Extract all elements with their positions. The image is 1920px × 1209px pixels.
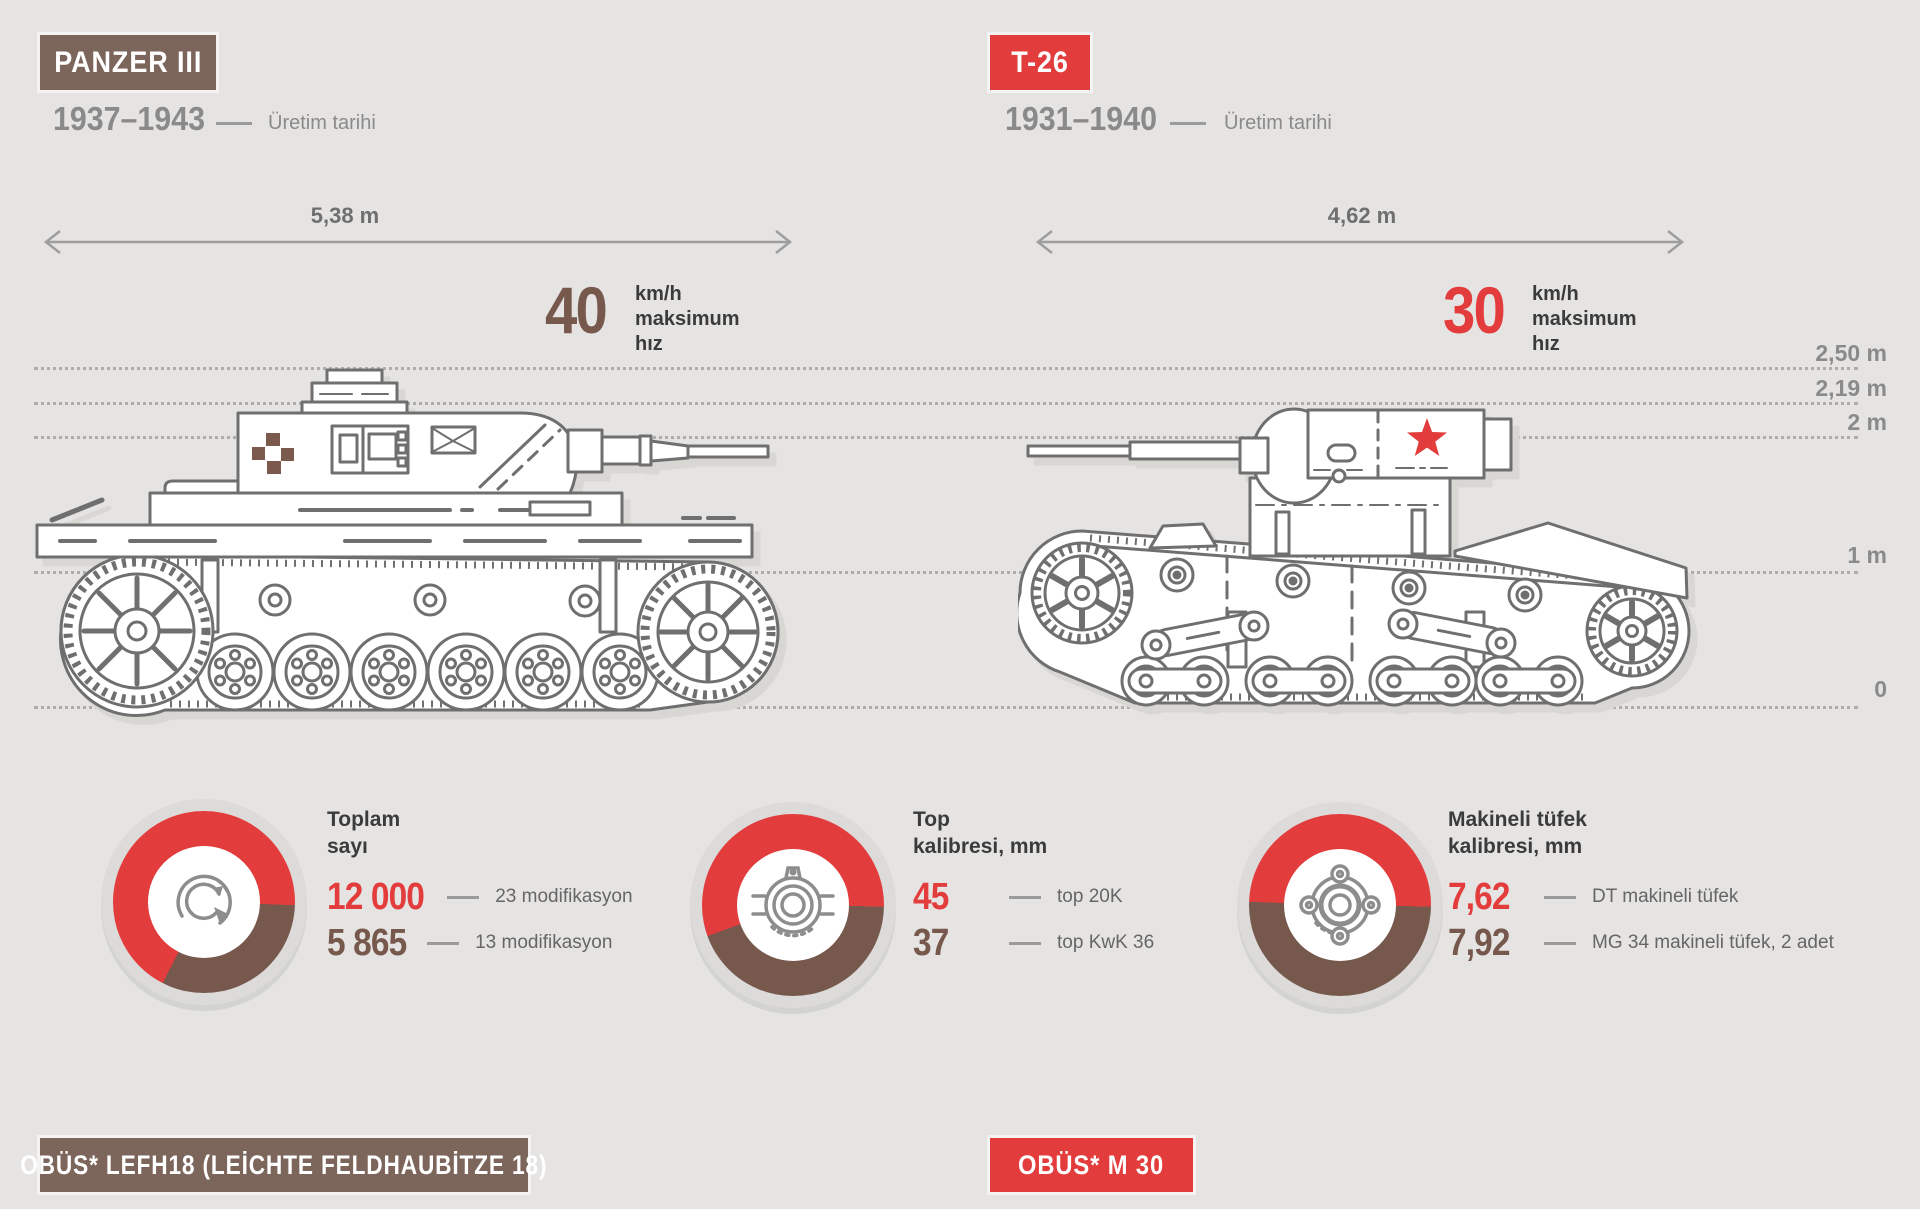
panzer-length-arrow [43,230,793,254]
bogie-beams [1127,667,1577,695]
stat-dash [1544,941,1576,945]
t26-speed-value: 30 [1443,273,1506,347]
stat-row: 5 865 13 modifikasyon [327,920,797,966]
idler-wheel [636,560,780,704]
t26-speed-caption: km/h maksimum hız [1532,283,1637,355]
panzer-speed-caption: km/h maksimum hız [635,283,740,355]
stat-dash [447,895,480,899]
stat-title-line2: kalibresi, mm [913,835,1048,858]
height-label-2m: 2 m [1847,409,1887,435]
t26-speed-unit: km/h [1532,283,1579,305]
gun-breech-icon [751,866,835,938]
stat-title-line1: Top [913,808,950,831]
height-line-0 [34,706,1858,709]
stat-desc: top 20K [1057,886,1123,907]
stat-dash [427,941,460,945]
stat-row: 45 top 20K [913,874,1383,920]
stat-row: 7,62 DT makineli tüfek [1448,874,1918,920]
stat-value-brown: 5 865 [327,921,407,964]
stat-desc: MG 34 makineli tüfek, 2 adet [1592,932,1834,953]
hull-ports [1159,557,1543,613]
t26-length-arrow [1035,230,1685,254]
stat-value-red: 45 [913,875,949,918]
howitzer-left-title-box: OBÜS* LEFH18 (LEİCHTE FELDHAUBİTZE 18) [20,1135,547,1195]
stat-title-line1: Makineli tüfek [1448,808,1587,831]
stat-value-red: 7,62 [1448,875,1510,918]
stat-block-total: Toplam sayı 12 000 23 modifikasyon 5 865… [327,806,797,966]
height-label-1m: 1 m [1847,542,1887,568]
mg-mount-icon [1299,864,1381,946]
panzer-date-label: Üretim tarihi [268,112,376,134]
panzer-speed-value: 40 [545,273,608,347]
t26-title: T-26 [1011,45,1069,79]
t26-idler-wheel [1585,584,1679,678]
stat-title-line2: kalibresi, mm [1448,835,1583,858]
panzer-title: PANZER III [53,45,202,79]
donut-total-produced [101,799,307,1005]
drive-sprocket [59,553,215,709]
height-label-0: 0 [1874,676,1887,702]
stat-row: 37 top KwK 36 [913,920,1383,966]
howitzer-right-title-box: OBÜS* M 30 [987,1135,1196,1195]
t26-date-label: Üretim tarihi [1224,112,1332,134]
panzer-iii-illustration [35,368,780,718]
rotation-cycle-icon [176,874,232,925]
t26-title-box: T-26 [987,32,1093,93]
stat-dash [1009,895,1041,899]
stat-block-gun: Top kalibresi, mm 45 top 20K 37 top KwK … [913,806,1383,966]
stat-dash [1009,941,1041,945]
stat-row: 12 000 23 modifikasyon [327,874,797,920]
t26-length-label: 4,62 m [1327,203,1397,228]
donut-gun-caliber [690,802,896,1008]
donut-mg-caliber [1237,802,1443,1008]
howitzer-left-title: OBÜS* LEFH18 (LEİCHTE FELDHAUBİTZE 18) [20,1149,548,1180]
stat-value-brown: 37 [913,921,949,964]
german-cross-marking [252,433,294,474]
stat-desc: 23 modifikasyon [495,886,633,907]
stat-value-red: 12 000 [327,875,425,918]
stat-value-brown: 7,92 [1448,921,1510,964]
height-line-2-19m [34,402,1858,405]
t26-years: 1931–1940 [1005,100,1157,137]
t26-years-dash [1170,122,1206,125]
stat-title-line1: Toplam [327,808,401,831]
panzer-length-label: 5,38 m [310,203,380,228]
stat-dash [1544,895,1576,899]
stat-title-line2: sayı [327,835,368,858]
rocker-arms [1140,608,1517,661]
panzer-years-dash [216,122,252,125]
panzer-years: 1937–1943 [53,100,205,137]
panzer-title-box: PANZER III [37,32,219,93]
howitzer-right-title: OBÜS* M 30 [1018,1149,1165,1180]
height-line-2-50m [34,367,1858,370]
height-line-1m [34,571,1858,574]
height-line-2m [34,436,1858,439]
return-rollers [258,583,602,618]
t26-drive-sprocket [1030,541,1134,645]
stat-desc: top KwK 36 [1057,932,1155,953]
road-wheels [195,632,660,712]
t-26-illustration [1018,407,1691,707]
height-label-2-50m: 2,50 m [1815,340,1887,366]
stat-block-mg: Makineli tüfek kalibresi, mm 7,62 DT mak… [1448,806,1918,966]
height-label-2-19m: 2,19 m [1815,375,1887,401]
stat-desc: 13 modifikasyon [475,932,613,953]
red-star-marking [1407,418,1447,456]
panzer-speed-unit: km/h [635,283,682,305]
stat-row: 7,92 MG 34 makineli tüfek, 2 adet [1448,920,1918,966]
stat-desc: DT makineli tüfek [1592,886,1739,907]
